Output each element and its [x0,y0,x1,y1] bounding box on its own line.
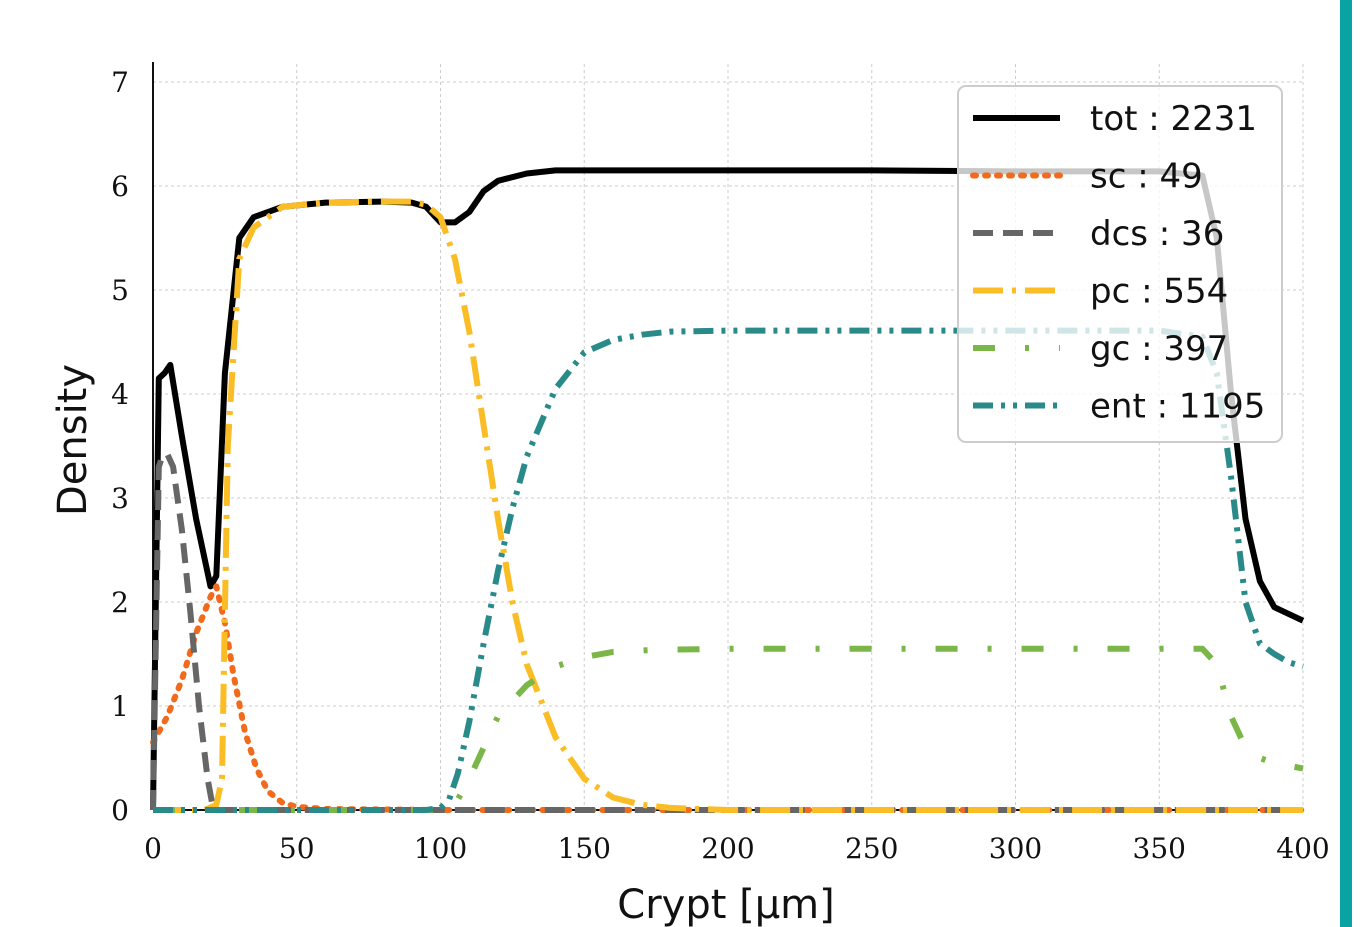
series-line-ent [153,327,1304,813]
x-axis-label: Crypt [μm] [617,882,834,927]
series-line-sc [150,583,1306,813]
y-axis-label: Density [50,364,96,516]
legend-label-ent: ent : 1195 [1090,387,1265,427]
y-tick-label: 1 [111,690,129,723]
y-tick-label: 3 [111,482,129,515]
x-tick-label: 350 [1133,832,1186,865]
x-tick-label: 300 [989,832,1042,865]
y-tick-label: 7 [111,66,129,99]
y-tick-label: 0 [111,794,129,827]
legend: tot : 2231 sc : 49 dcs : 36 pc : 554 gc : 39… [957,85,1283,443]
y-tick-label: 4 [111,378,129,411]
legend-label-pc: pc : 554 [1090,272,1228,312]
right-edge-bar [1340,0,1352,927]
series-line-gc [153,645,1304,813]
y-tick-label: 5 [111,274,129,307]
x-tick-label: 150 [558,832,611,865]
y-tick-label: 2 [111,586,129,619]
x-tick-label: 250 [845,832,898,865]
x-tick-label: 100 [414,832,467,865]
legend-label-gc: gc : 397 [1090,329,1228,369]
legend-box [957,85,1283,443]
x-tick-label: 0 [144,832,162,865]
x-tick-label: 50 [279,832,315,865]
series-line-pc [153,198,1303,813]
y-tick-label: 6 [111,170,129,203]
x-tick-label: 400 [1276,832,1329,865]
x-tick-label: 200 [701,832,754,865]
series-line-dcs [150,451,1303,813]
legend-label-dcs: dcs : 36 [1090,214,1224,254]
legend-label-tot: tot : 2231 [1090,99,1257,139]
plot-area: 0 50 100 150 200 250 300 350 400 0 1 2 3 4 5 6 7 Crypt [… [50,62,1330,927]
legend-label-sc: sc : 49 [1090,157,1203,197]
tick-labels: 0 50 100 150 200 250 300 350 400 0 1 2 3 4 5 6 7 [111,66,1330,865]
